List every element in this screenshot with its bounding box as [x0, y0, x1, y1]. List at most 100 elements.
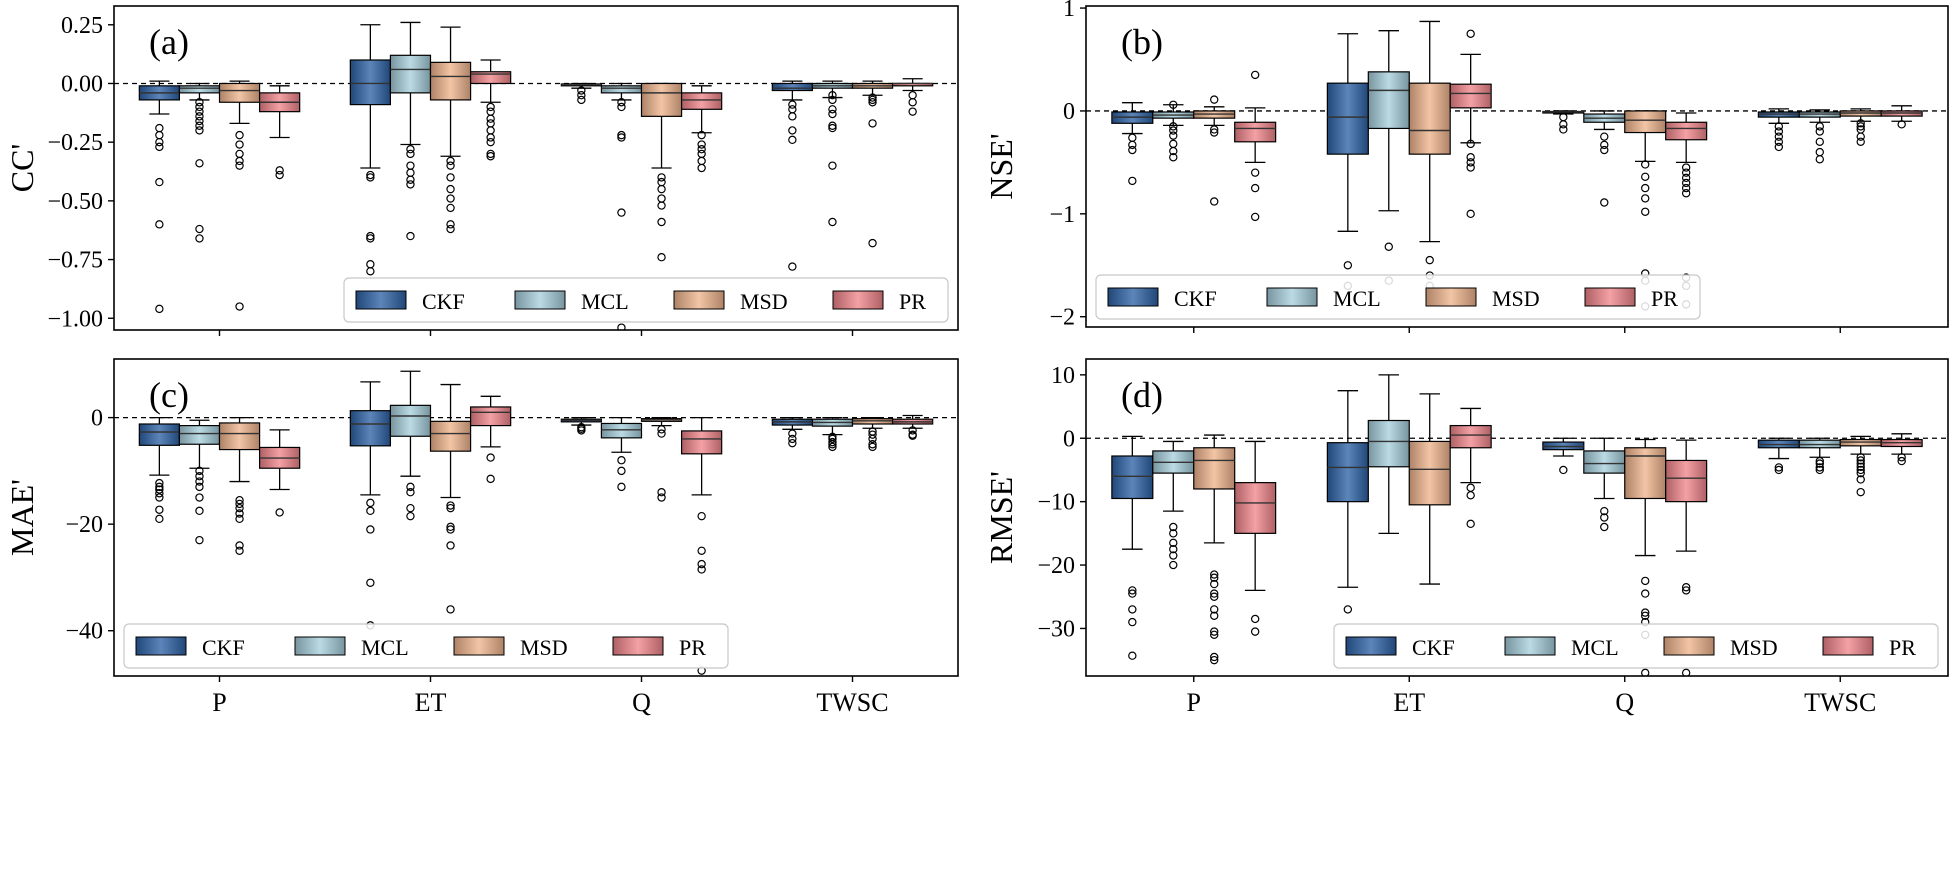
boxplot-group	[1111, 374, 1923, 676]
legend-label: MSD	[1492, 286, 1540, 311]
outlier-point	[577, 91, 586, 100]
y-tick-label: 0.25	[61, 13, 103, 39]
legend-item-msd: MSD	[1425, 286, 1540, 311]
box-pr-twsc	[891, 414, 934, 440]
legend-swatch	[294, 636, 346, 656]
box-mcl-et	[1367, 374, 1410, 534]
outlier-point	[366, 267, 375, 276]
outlier-point	[155, 123, 164, 133]
outlier-point	[155, 177, 164, 187]
outlier-point	[617, 133, 626, 142]
outlier-point	[908, 431, 917, 440]
x-tick-label: ET	[415, 688, 447, 717]
outlier-point	[1466, 209, 1475, 219]
outlier-point	[1210, 592, 1219, 601]
outlier-point	[406, 145, 415, 154]
outlier-point	[366, 506, 375, 516]
box-pr-twsc	[1880, 105, 1923, 129]
y-axis-label: NSE'	[983, 133, 1019, 199]
box-mcl-et	[389, 21, 432, 241]
boxplot-group	[138, 21, 934, 330]
outlier-point	[366, 578, 375, 587]
axes-frame	[1085, 358, 1949, 677]
outlier-point	[446, 501, 455, 510]
outlier-point	[1774, 122, 1784, 131]
outlier-point	[1681, 168, 1691, 177]
legend-swatch	[1107, 287, 1159, 307]
box-msd-p	[218, 416, 261, 555]
outlier-point	[1641, 668, 1650, 676]
legend-label: MSD	[1730, 635, 1778, 660]
outlier-point	[828, 95, 837, 105]
legend-label: PR	[1889, 635, 1916, 660]
outlier-point	[1128, 605, 1137, 614]
outlier-point	[1169, 545, 1178, 554]
y-tick-label: −1	[1049, 202, 1075, 228]
box-iqr	[771, 82, 814, 92]
box-iqr	[1665, 121, 1708, 141]
outlier-point	[406, 168, 415, 177]
outlier-point	[1343, 261, 1353, 270]
outlier-point	[195, 506, 204, 516]
outlier-point	[1250, 614, 1260, 624]
outlier-point	[1774, 132, 1784, 141]
box-iqr	[389, 54, 432, 94]
outlier-point	[1466, 163, 1475, 172]
outlier-point	[868, 430, 877, 439]
outlier-point	[235, 546, 244, 555]
outlier-point	[406, 511, 415, 521]
legend-item-msd: MSD	[673, 289, 788, 314]
outlier-point	[697, 145, 706, 154]
outlier-point	[155, 485, 164, 494]
box-iqr	[680, 430, 723, 455]
outlier-point	[1681, 583, 1691, 592]
outlier-point	[1641, 183, 1650, 193]
legend-label: PR	[679, 635, 706, 660]
outlier-point	[486, 126, 495, 135]
box-msd-twsc	[851, 416, 894, 452]
outlier-point	[446, 525, 455, 534]
outlier-point	[697, 156, 706, 166]
box-iqr	[600, 422, 643, 439]
y-tick-label: 1	[1063, 0, 1075, 22]
outlier-point	[1250, 183, 1260, 193]
box-iqr	[389, 404, 432, 437]
outlier-point	[828, 121, 837, 130]
box-iqr	[178, 85, 221, 94]
legend-label: MCL	[1333, 286, 1381, 311]
outlier-point	[1210, 652, 1219, 662]
outlier-point	[1210, 589, 1219, 598]
outlier-point	[446, 184, 455, 194]
x-tick-label: Q	[632, 688, 651, 717]
outlier-point	[366, 170, 375, 180]
outlier-point	[1641, 576, 1650, 586]
outlier-point	[155, 130, 164, 140]
outlier-point	[1169, 560, 1178, 570]
outlier-point	[1641, 207, 1650, 216]
outlier-point	[406, 231, 415, 241]
outlier-point	[1169, 122, 1178, 131]
legend-label: CKF	[422, 289, 465, 314]
outlier-point	[1897, 453, 1906, 462]
outlier-point	[446, 161, 455, 170]
outlier-point	[577, 426, 586, 435]
x-tick-label: ET	[1393, 688, 1425, 717]
outlier-point	[697, 511, 706, 521]
outlier-point	[1856, 132, 1865, 141]
box-iqr	[1234, 121, 1277, 143]
outlier-point	[406, 149, 415, 159]
outlier-point	[1169, 538, 1178, 548]
outlier-point	[486, 133, 495, 142]
outlier-point	[788, 105, 797, 114]
legend-swatch	[1584, 287, 1636, 307]
legend-swatch	[355, 290, 407, 310]
outlier-point	[1128, 133, 1137, 142]
outlier-point	[788, 135, 797, 145]
outlier-point	[1169, 522, 1178, 532]
legend-item-ckf: CKF	[355, 289, 465, 314]
y-tick-label: 0	[91, 406, 103, 432]
outlier-point	[617, 98, 626, 107]
outlier-point	[868, 119, 877, 128]
y-tick-label: −30	[1037, 616, 1075, 642]
outlier-point	[1641, 589, 1650, 598]
